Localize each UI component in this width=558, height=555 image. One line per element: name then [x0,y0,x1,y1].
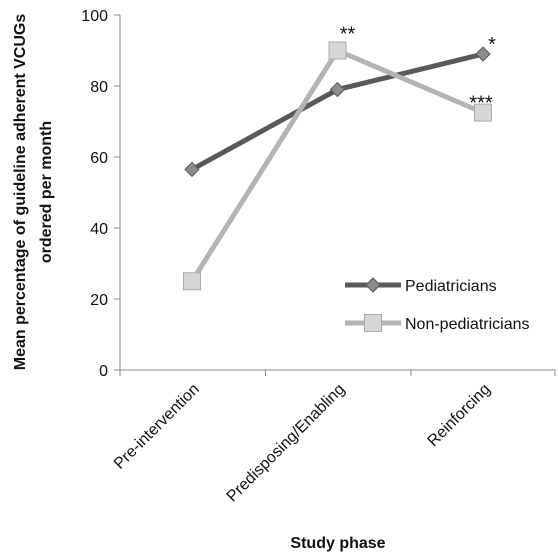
significance-annotation: * [488,34,496,56]
y-tick-label: 40 [90,221,108,238]
data-point-1-2 [474,103,492,122]
data-point-1-1 [328,41,347,60]
data-point-0-0 [184,161,200,178]
y-tick-label: 60 [90,150,108,167]
legend-swatch-marker [365,277,381,293]
significance-annotation: *** [469,93,493,115]
y-tick-label: 20 [90,292,108,309]
data-point-0-1 [329,81,346,98]
data-point-0-2 [475,46,491,62]
legend: Pediatricians Non-pediatricians [345,277,530,333]
y-axis-title: Mean percentage of guideline adherent VC… [12,14,55,371]
series-lines [183,41,492,291]
x-tick-label: Predisposing/Enabling [224,381,349,506]
annotations: ** **** [340,24,496,115]
legend-swatch-marker [364,314,382,332]
y-axis-title-line-1: Mean percentage of guideline adherent VC… [12,14,29,371]
axes [119,15,555,371]
x-tick-label: Pre-intervention [111,381,203,473]
y-tick-label: 80 [90,79,108,96]
legend-label: Pediatricians [405,278,497,295]
x-tick-label: Reinforcing [425,381,494,450]
y-ticks: 0 20 40 60 80 100 [81,8,120,380]
data-point-1-0 [183,272,201,291]
y-axis-title-line-2: ordered per month [38,121,55,263]
y-tick-label: 100 [81,8,108,25]
legend-label: Non-pediatricians [405,316,530,333]
y-tick-label: 0 [99,363,108,380]
significance-annotation: ** [340,24,356,46]
series-line-0 [190,51,484,172]
x-axis-title: Study phase [290,535,385,552]
x-ticks: Pre-intervention Predisposing/Enabling Rei… [111,370,556,506]
